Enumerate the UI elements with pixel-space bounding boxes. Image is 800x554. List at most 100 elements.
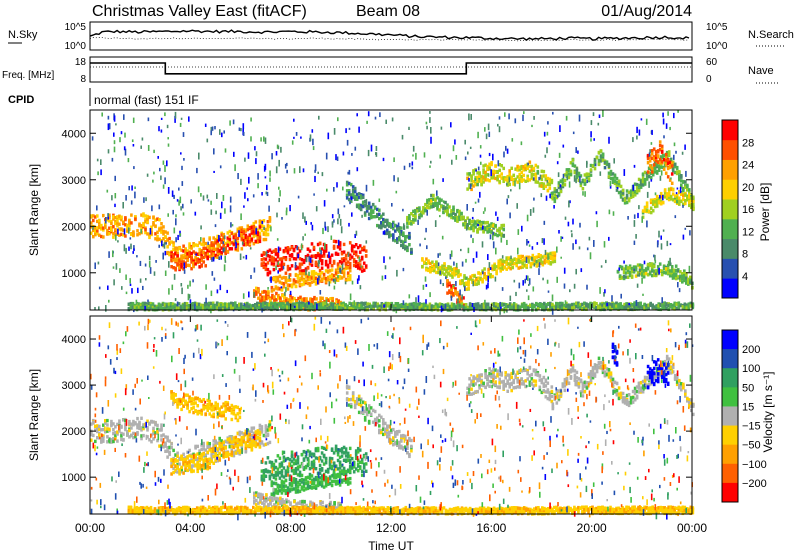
power-ytick-label-2: 3000 xyxy=(62,175,86,187)
velocity-band-6 xyxy=(466,365,554,404)
power-colorbar-swatch-2 xyxy=(722,238,738,259)
velocity-colorbar-swatch-0 xyxy=(722,330,738,350)
velocity-colorbar-tick-4: −15 xyxy=(742,421,761,433)
nave-tick-top: 60 xyxy=(706,57,718,68)
power-ytick-label-3: 4000 xyxy=(62,128,86,140)
velocity-y-label: Slant Range [km] xyxy=(27,369,41,461)
frequency-traces xyxy=(90,62,692,75)
velocity-colorbar-swatch-6 xyxy=(722,444,738,465)
frequency-tick-top: 18 xyxy=(75,57,87,68)
power-y-axis: 1000 2000 3000 4000 xyxy=(62,128,692,280)
noise-right-tick-top: 10^5 xyxy=(706,22,728,33)
power-colorbar-tick-6: 28 xyxy=(742,137,754,149)
noise-left-tick-bottom: 10^0 xyxy=(65,41,87,52)
velocity-y-axis: 1000 2000 3000 4000 xyxy=(62,334,692,484)
time-x-label: Time UT xyxy=(368,539,414,553)
velocity-scatter xyxy=(90,316,695,521)
power-y-label: Slant Range [km] xyxy=(27,164,41,256)
velocity-colorbar-tick-7: −200 xyxy=(742,478,767,490)
velocity-colorbar-frame xyxy=(721,329,739,503)
nave-tick-bottom: 0 xyxy=(706,74,712,85)
power-band-13 xyxy=(616,262,694,290)
velocity-band-7 xyxy=(551,354,695,417)
velocity-ytick-label-1: 2000 xyxy=(62,426,86,438)
velocity-colorbar-swatch-4 xyxy=(722,406,738,426)
beam-label: Beam 08 xyxy=(356,3,420,20)
velocity-colorbar-swatch-1 xyxy=(722,349,738,369)
noise-right-label: N.Search xyxy=(748,29,794,41)
velocity-ytick-label-3: 4000 xyxy=(62,334,86,346)
figure-title: Christmas Valley East (fitACF) xyxy=(92,3,307,20)
cpid-text: normal (fast) 151 IF xyxy=(94,93,199,107)
cpid-label: CPID xyxy=(8,94,34,106)
noise-left-label: N.Sky xyxy=(8,29,38,41)
velocity-colorbar-swatch-5 xyxy=(722,425,738,446)
power-colorbar-tick-0: 4 xyxy=(742,271,748,283)
power-colorbar-tick-4: 20 xyxy=(742,182,754,194)
noise-sky-trace xyxy=(89,29,690,41)
power-band-11 xyxy=(646,140,674,185)
date-label: 01/Aug/2014 xyxy=(601,3,692,20)
time-tick-label-6: 00:00 xyxy=(677,521,707,535)
velocity-colorbar-tick-0: 200 xyxy=(742,344,760,356)
frequency-tick-bottom: 8 xyxy=(80,74,86,85)
velocity-ytick-label-2: 3000 xyxy=(62,380,86,392)
time-x-axis: 00:00 04:00 08:00 12:00 16:00 20:00 00:00 xyxy=(75,304,707,535)
velocity-band-3 xyxy=(270,469,352,497)
power-ytick-label-1: 2000 xyxy=(62,221,86,233)
velocity-colorbar-swatch-7 xyxy=(722,463,738,484)
power-ytick-label-0: 1000 xyxy=(62,268,86,280)
power-colorbar-swatch-4 xyxy=(722,199,738,220)
frequency-panel: Freq. [MHz] 18 8 60 0 Nave xyxy=(2,56,778,85)
power-colorbar-swatch-5 xyxy=(722,179,738,200)
velocity-band-0 xyxy=(90,416,272,474)
frequency-trace xyxy=(90,62,692,75)
velocity-colorbar-swatch-8 xyxy=(722,482,738,503)
power-band-5 xyxy=(345,180,413,255)
velocity-colorbar-label: Velocity [m s⁻¹] xyxy=(761,371,775,452)
time-tick-label-4: 16:00 xyxy=(476,521,506,535)
time-tick-label-1: 04:00 xyxy=(175,521,205,535)
velocity-colorbar-swatch-3 xyxy=(722,387,738,407)
time-tick-label-0: 00:00 xyxy=(75,521,105,535)
cpid-panel: CPID normal (fast) 151 IF xyxy=(8,88,199,107)
noise-left-tick-top: 10^5 xyxy=(65,22,87,33)
power-colorbar-swatch-7 xyxy=(722,139,738,160)
power-colorbar-swatch-0 xyxy=(722,278,738,299)
time-tick-label-3: 12:00 xyxy=(376,521,406,535)
frequency-frame xyxy=(89,56,693,83)
time-tick-label-2: 08:00 xyxy=(276,521,306,535)
power-band-8 xyxy=(421,251,557,291)
power-colorbar-swatch-3 xyxy=(722,218,738,240)
power-panel: 1000 2000 3000 4000 Slant Range [km] 4 8 12 16… xyxy=(27,109,772,315)
nave-label: Nave xyxy=(748,65,774,77)
power-band-6 xyxy=(406,193,506,238)
velocity-noise-speckle xyxy=(90,316,694,521)
power-band-1 xyxy=(170,223,262,272)
power-colorbar-swatch-8 xyxy=(722,120,738,141)
noise-frame xyxy=(89,21,693,51)
power-colorbar-swatch-1 xyxy=(722,258,738,279)
power-colorbar: 4 8 12 16 20 24 28 xyxy=(721,119,754,299)
velocity-band-2 xyxy=(260,444,368,482)
velocity-band-5 xyxy=(345,384,413,459)
velocity-colorbar-tick-3: 15 xyxy=(742,401,754,413)
power-noise-speckle xyxy=(91,110,691,315)
power-colorbar-frame xyxy=(721,119,739,299)
power-colorbar-tick-3: 16 xyxy=(742,204,754,216)
velocity-colorbar-tick-5: −50 xyxy=(742,440,761,452)
noise-traces xyxy=(89,29,690,42)
velocity-colorbar-tick-1: 100 xyxy=(742,363,760,375)
noise-panel: N.Sky 10^5 10^0 10^5 10^0 N.Search xyxy=(8,21,794,52)
velocity-band-9 xyxy=(646,358,670,390)
power-colorbar-tick-1: 8 xyxy=(742,249,748,261)
power-band-7 xyxy=(466,160,554,199)
velocity-colorbar-tick-6: −100 xyxy=(742,459,767,471)
velocity-colorbar: 200 100 50 15 −15 −50 −100 −200 xyxy=(721,329,767,503)
time-tick-label-5: 20:00 xyxy=(577,521,607,535)
frequency-left-label: Freq. [MHz] xyxy=(2,70,54,81)
velocity-colorbar-tick-2: 50 xyxy=(742,382,754,394)
power-colorbar-tick-5: 24 xyxy=(742,160,754,172)
velocity-band-10 xyxy=(170,390,242,423)
